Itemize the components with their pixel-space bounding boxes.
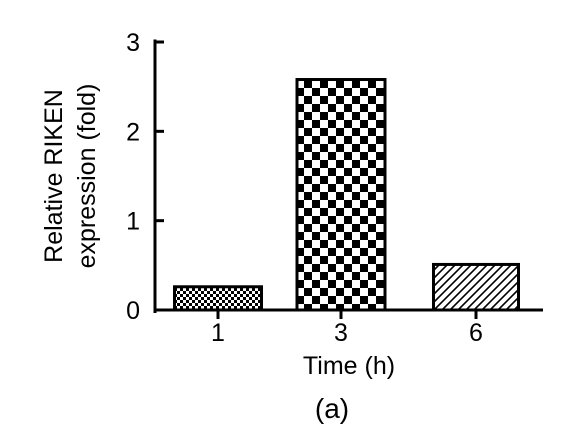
- y-tick-label: 3: [126, 29, 140, 57]
- bar-1h: [173, 285, 263, 312]
- y-tick-label: 1: [126, 208, 140, 236]
- x-tick-label: 1: [211, 319, 225, 347]
- bar-6h: [432, 262, 520, 312]
- x-tick-label: 3: [334, 319, 348, 347]
- x-tick-label: 6: [469, 319, 483, 347]
- y-tick-label: 2: [126, 118, 140, 146]
- bars-layer: [173, 78, 520, 312]
- y-axis-label-line-2: expression (fold): [73, 84, 101, 269]
- bar-3h: [295, 78, 387, 312]
- x-axis-label: Time (h): [303, 352, 395, 380]
- ticks-layer: 0 1 2 3 1 3 6: [126, 29, 483, 347]
- y-tick-label: 0: [126, 297, 140, 325]
- panel-label: (a): [315, 393, 349, 424]
- y-axis-label-line-1: Relative RIKEN: [40, 89, 68, 263]
- axes-layer: [153, 39, 543, 313]
